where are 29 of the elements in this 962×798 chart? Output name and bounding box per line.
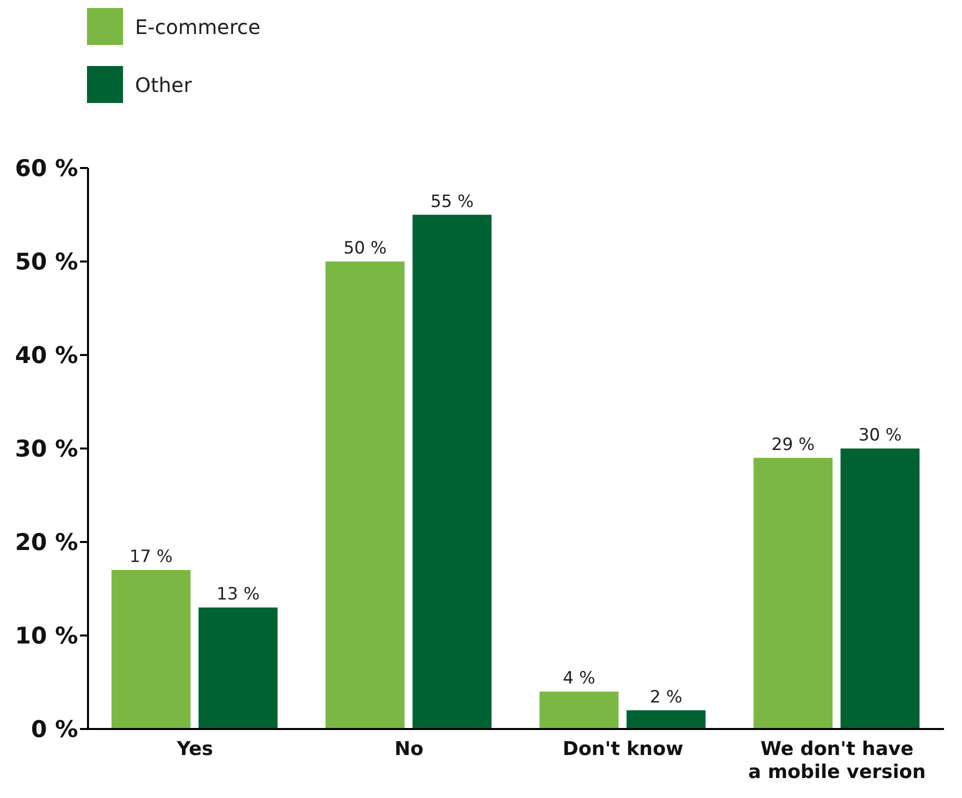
bar: [112, 570, 191, 729]
x-tick-label: Yes: [176, 738, 214, 760]
data-label: 29 %: [771, 434, 815, 455]
data-label: 30 %: [858, 426, 902, 446]
bar: [754, 458, 833, 729]
bar: [326, 262, 405, 729]
y-tick-label: 0 %: [30, 717, 78, 744]
data-label: 17 %: [129, 547, 173, 568]
x-tick-label: No: [394, 738, 424, 760]
bar: [840, 448, 920, 729]
data-label: 13 %: [216, 584, 260, 604]
data-label: 55 %: [430, 192, 474, 212]
bar: [626, 710, 706, 729]
data-label: 4 %: [562, 668, 596, 689]
legend-label: Other: [135, 72, 192, 96]
bar: [540, 692, 619, 729]
legend-label: E-commerce: [135, 14, 260, 38]
bar: [412, 214, 492, 729]
y-tick-label: 60 %: [14, 156, 78, 182]
data-label: 50 %: [343, 238, 387, 258]
data-label: 2 %: [650, 687, 682, 708]
y-tick-label: 10 %: [14, 624, 78, 650]
y-tick-label: 30 %: [14, 436, 78, 463]
y-tick-label: 20 %: [14, 530, 78, 556]
bar: [198, 607, 278, 729]
y-tick-label: 40 %: [14, 343, 78, 370]
x-tick-label: We don't have a mobile version: [748, 738, 926, 783]
x-tick-label: Don't know: [562, 738, 684, 760]
y-tick-label: 50 %: [14, 250, 78, 276]
